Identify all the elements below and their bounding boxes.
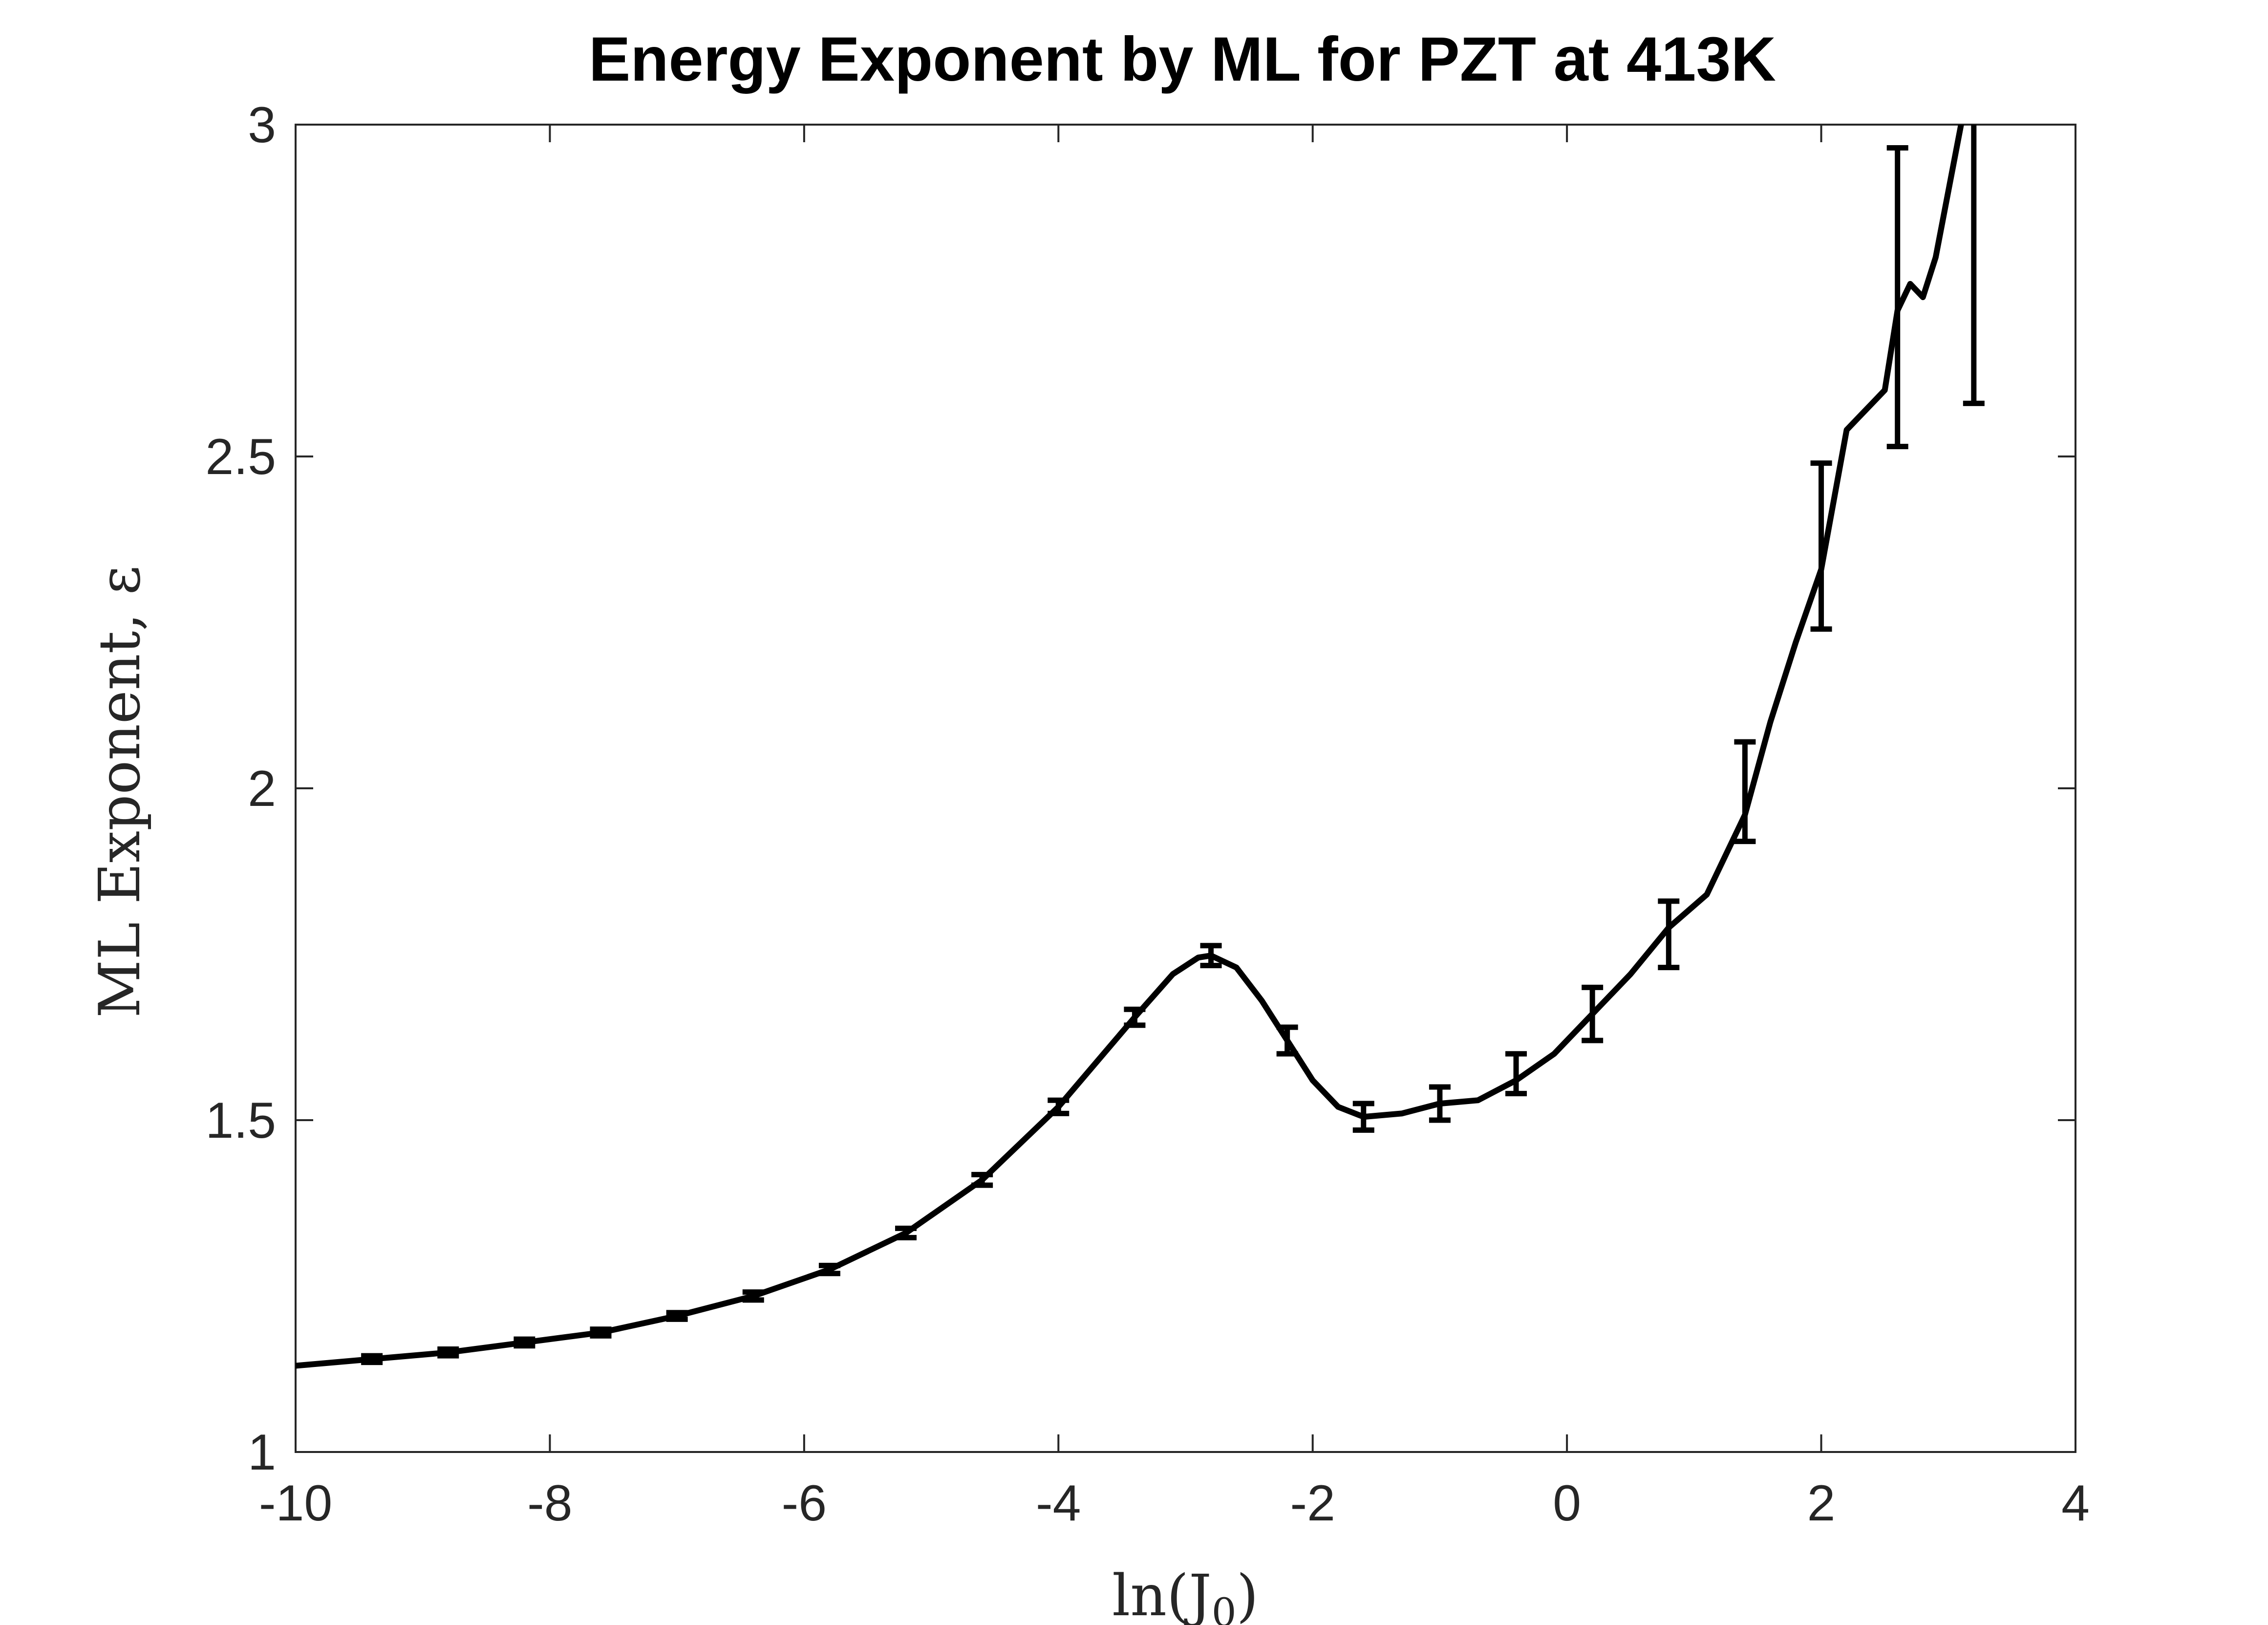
error-bar [1658,898,1680,971]
error-bar [1048,1097,1070,1116]
error-bar [1200,943,1222,969]
y-tick-label: 2 [248,760,276,817]
x-tick-label: -2 [1290,1475,1335,1532]
x-tick-label: 4 [2061,1475,2090,1532]
error-bar [666,1310,688,1322]
x-tick-label: -8 [527,1475,572,1532]
chart-title: Energy Exponent by ML for PZT at 413K [589,24,1776,94]
error-bar [1124,1006,1146,1028]
x-axis-label: ln(J0) [1112,1563,1259,1625]
error-bar [1810,460,1832,632]
error-bar [590,1326,612,1339]
error-bar [514,1336,535,1349]
x-axis-label-end: ) [1237,1563,1259,1625]
plot-frame [295,124,2076,1453]
error-bar [1429,1084,1451,1123]
error-bar [742,1289,764,1303]
x-tick-label: -4 [1036,1475,1081,1532]
y-tick-label: 3 [248,97,276,153]
y-tick-label: 1 [248,1424,276,1481]
series-line [296,125,1965,1369]
error-bar [1886,145,1908,450]
series-group [296,125,1965,1369]
x-tick-label: -10 [259,1475,332,1532]
y-axis: 1 1.5 2 2.5 3 [205,97,2075,1481]
x-tick-label: 0 [1553,1475,1581,1532]
error-bar [437,1346,459,1359]
plot-area-border [295,124,2076,1453]
error-bar [971,1171,993,1188]
error-bar [1352,1101,1374,1133]
error-bar [1734,739,1756,845]
error-bar [1505,1051,1527,1097]
y-tick-label: 2.5 [205,429,276,485]
y-tick-label: 1.5 [205,1092,276,1149]
error-bar [1276,1024,1298,1057]
error-bar [818,1262,840,1277]
x-axis-label-subscript: 0 [1212,1590,1237,1625]
error-bar [1963,125,1985,406]
x-axis-label-main: ln(J [1112,1563,1212,1625]
x-tick-label: -6 [782,1475,827,1532]
y-axis-label: ML Exponent, ε [87,565,153,1018]
error-bar [1582,984,1604,1043]
x-axis: -10 -8 -6 -4 -2 0 2 4 [259,125,2090,1532]
error-bar [895,1225,917,1240]
error-bar [361,1353,383,1365]
error-bars [361,125,1985,1365]
x-tick-label: 2 [1807,1475,1836,1532]
